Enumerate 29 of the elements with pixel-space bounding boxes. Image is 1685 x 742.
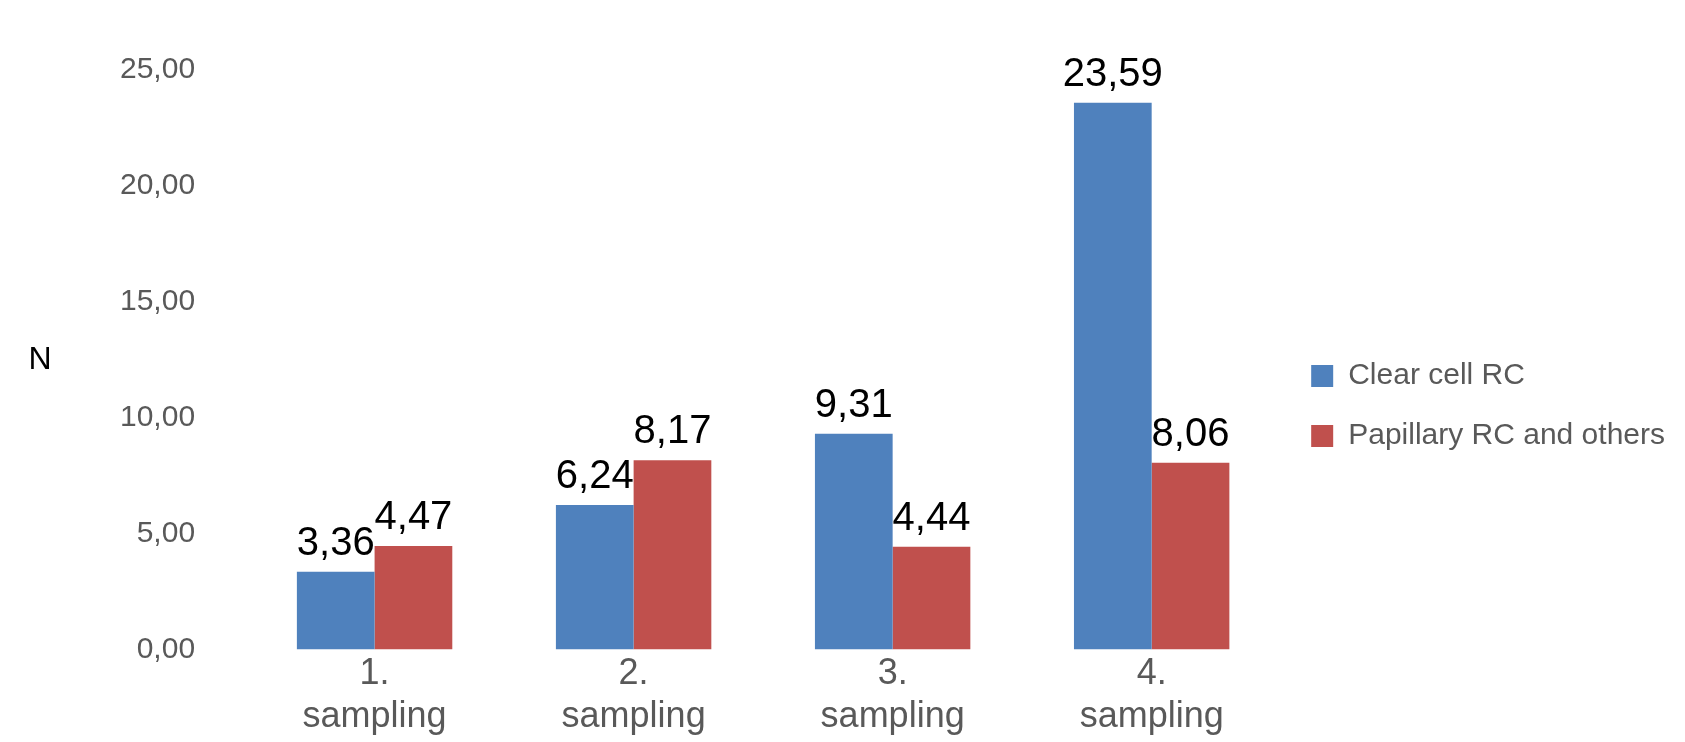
- legend-label: Clear cell RC: [1348, 357, 1525, 391]
- x-tick-label: 1. sampling: [302, 651, 447, 736]
- bar: [374, 545, 453, 650]
- bar: [1073, 102, 1152, 650]
- y-tick-label: 20,00: [120, 167, 196, 201]
- legend-label: Papillary RC and others: [1348, 417, 1666, 451]
- y-tick-label: 25,00: [120, 51, 196, 85]
- data-label: 9,31: [814, 380, 893, 425]
- data-label: 4,44: [892, 493, 971, 538]
- bar: [633, 460, 712, 650]
- x-tick-label: 2. sampling: [561, 651, 706, 736]
- x-tick-label: 3. sampling: [820, 651, 965, 736]
- bar: [555, 504, 634, 650]
- y-axis-title: N: [28, 339, 52, 376]
- x-tick-label: 4. sampling: [1079, 651, 1224, 736]
- y-tick-label: 0,00: [136, 630, 196, 664]
- bar: [892, 546, 971, 650]
- data-label: 6,24: [555, 451, 634, 496]
- bar: [296, 571, 375, 650]
- y-tick-label: 15,00: [120, 283, 196, 317]
- bar: [814, 433, 893, 650]
- bar: [1151, 462, 1230, 650]
- data-label: 8,17: [633, 407, 712, 452]
- data-label: 3,36: [296, 518, 375, 563]
- data-label: 23,59: [1062, 49, 1163, 94]
- data-label: 4,47: [374, 493, 453, 537]
- data-label: 8,06: [1151, 409, 1230, 454]
- y-tick-label: 5,00: [136, 514, 196, 548]
- y-tick-label: 10,00: [120, 399, 196, 433]
